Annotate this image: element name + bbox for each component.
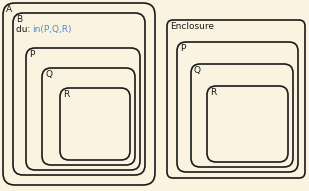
- FancyBboxPatch shape: [13, 13, 145, 175]
- Text: Q: Q: [194, 66, 201, 75]
- FancyBboxPatch shape: [26, 48, 140, 170]
- Text: B: B: [16, 15, 22, 24]
- FancyBboxPatch shape: [207, 86, 288, 162]
- Text: P: P: [29, 50, 34, 59]
- Text: in(P,Q,R): in(P,Q,R): [32, 25, 71, 34]
- Text: Enclosure: Enclosure: [170, 22, 214, 31]
- FancyBboxPatch shape: [167, 20, 305, 178]
- Text: Q: Q: [45, 70, 52, 79]
- Text: du:: du:: [16, 25, 33, 34]
- FancyBboxPatch shape: [191, 64, 293, 167]
- Text: R: R: [63, 90, 69, 99]
- FancyBboxPatch shape: [177, 42, 298, 172]
- Text: R: R: [210, 88, 216, 97]
- FancyBboxPatch shape: [60, 88, 130, 160]
- Text: P: P: [180, 44, 185, 53]
- Text: A: A: [6, 5, 12, 14]
- FancyBboxPatch shape: [42, 68, 135, 165]
- FancyBboxPatch shape: [3, 3, 155, 185]
